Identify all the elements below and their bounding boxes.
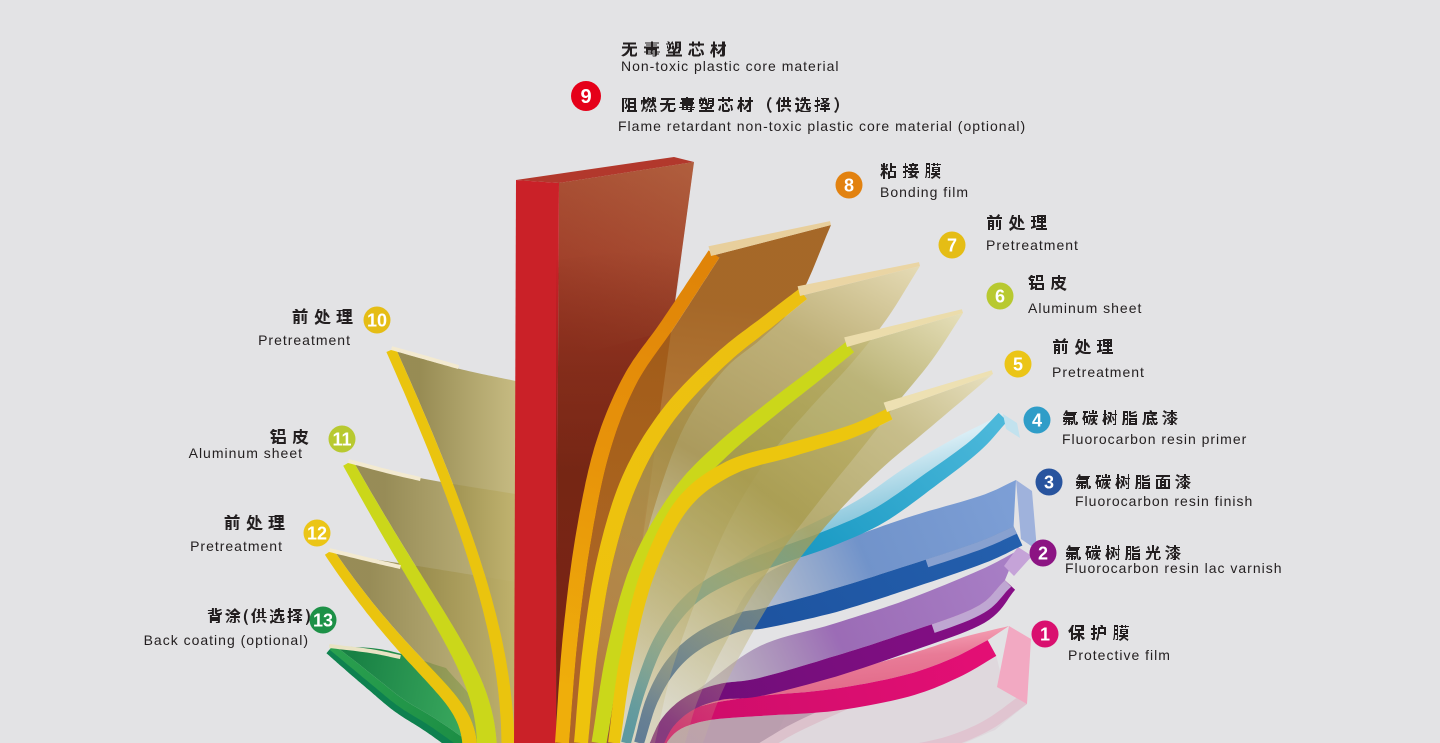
svg-text:3: 3	[1044, 472, 1054, 492]
svg-text:13: 13	[313, 610, 333, 630]
svg-text:Pretreatment: Pretreatment	[190, 538, 283, 554]
svg-text:Aluminum sheet: Aluminum sheet	[1028, 300, 1142, 316]
svg-text:Back coating (optional): Back coating (optional)	[144, 632, 309, 648]
svg-text:2: 2	[1038, 543, 1048, 563]
svg-text:7: 7	[947, 235, 957, 255]
svg-text:Pretreatment: Pretreatment	[986, 237, 1079, 253]
svg-text:Flame retardant non-toxic plas: Flame retardant non-toxic plastic core m…	[618, 118, 1026, 134]
svg-text:Protective film: Protective film	[1068, 647, 1171, 663]
svg-text:Fluorocarbon resin primer: Fluorocarbon resin primer	[1062, 431, 1247, 447]
svg-text:Aluminum sheet: Aluminum sheet	[189, 445, 303, 461]
svg-text:Pretreatment: Pretreatment	[1052, 364, 1145, 380]
svg-text:8: 8	[844, 175, 854, 195]
svg-text:6: 6	[995, 286, 1005, 306]
svg-text:Fluorocarbon resin finish: Fluorocarbon resin finish	[1075, 493, 1253, 509]
svg-text:Pretreatment: Pretreatment	[258, 332, 351, 348]
svg-text:Fluorocarbon resin lac varnish: Fluorocarbon resin lac varnish	[1065, 560, 1283, 576]
svg-text:1: 1	[1040, 624, 1050, 644]
svg-text:Non-toxic plastic core materia: Non-toxic plastic core material	[621, 58, 840, 74]
svg-text:4: 4	[1032, 410, 1042, 430]
svg-text:5: 5	[1013, 354, 1023, 374]
svg-text:12: 12	[307, 523, 327, 543]
svg-text:9: 9	[580, 86, 591, 108]
svg-text:11: 11	[332, 429, 351, 449]
svg-text:10: 10	[367, 310, 387, 330]
svg-text:Bonding film: Bonding film	[880, 184, 969, 200]
